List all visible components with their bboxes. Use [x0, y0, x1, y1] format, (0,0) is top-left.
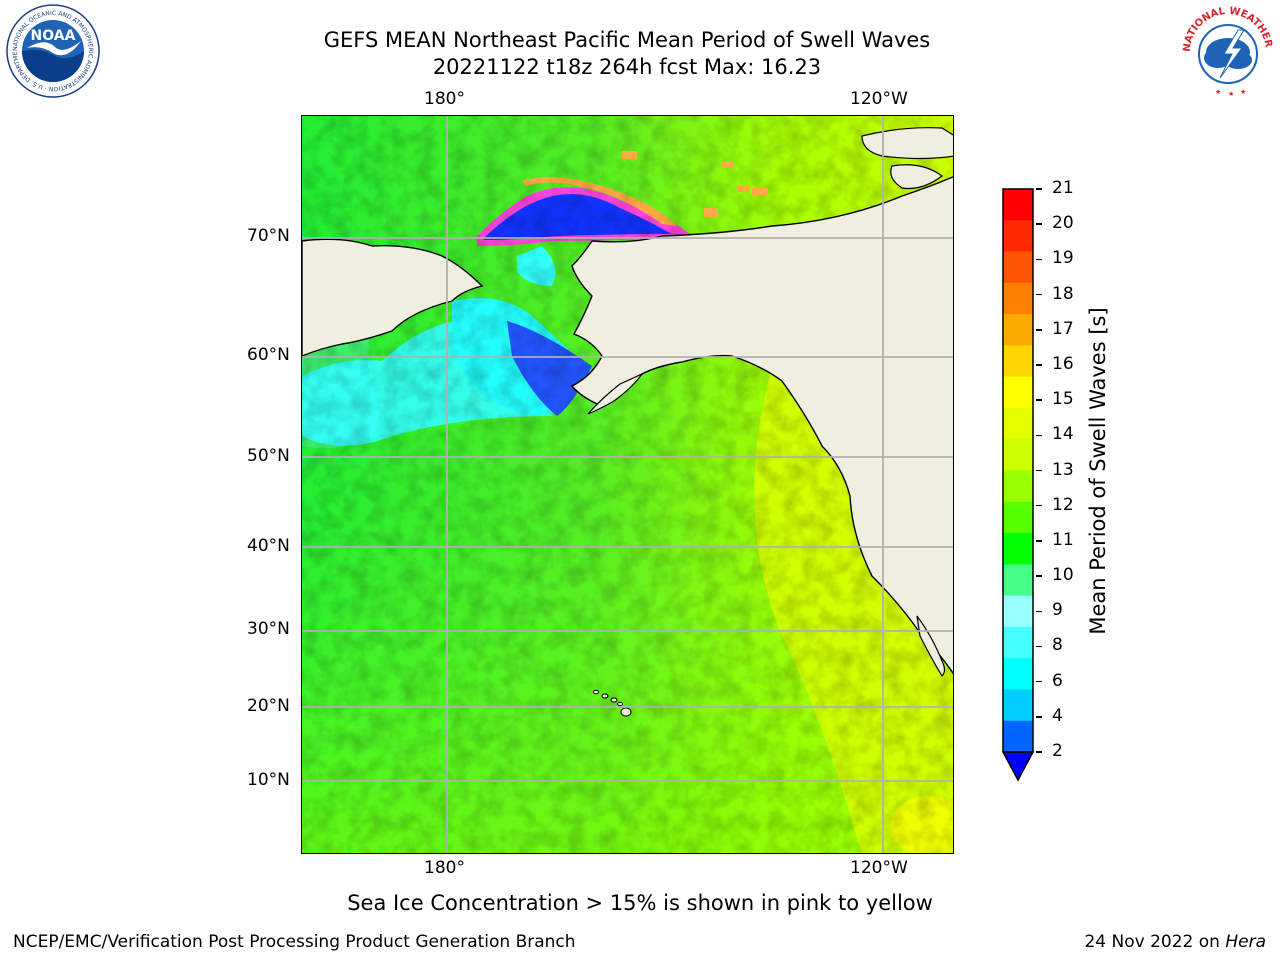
colorbar-tick-mark [1036, 469, 1042, 472]
colorbar-tick-mark [1036, 575, 1042, 577]
colorbar-tick-mark [1036, 645, 1042, 648]
footer-date-text: 24 Nov 2022 on [1084, 932, 1226, 952]
colorbar-segment [1003, 564, 1033, 597]
colorbar-tick-mark [1036, 293, 1042, 296]
noaa-logo: NATIONAL OCEANIC AND ATMOSPHERIC ADMINIS… [3, 3, 100, 98]
colorbar-segment [1003, 626, 1033, 659]
colorbar-tick-label: 20 [1052, 213, 1074, 234]
colorbar-tick-label: 19 [1052, 248, 1074, 269]
lon-label-180-bottom: 180° [424, 858, 465, 878]
land-siberia [302, 238, 484, 357]
lon-label-120w-top: 120°W [850, 89, 908, 109]
graticule [302, 116, 953, 853]
lon-label-120w-bottom: 120°W [850, 858, 908, 878]
svg-text:★: ★ [1215, 88, 1221, 96]
colorbar-tick-mark [1036, 751, 1042, 753]
nws-logo: NATIONAL WEATHER SERVICE ★ ★ ★ [1178, 2, 1275, 99]
colorbar-tick-mark [1036, 716, 1042, 718]
colorbar-tick-mark [1036, 329, 1042, 331]
colorbar-tick-mark [1036, 434, 1042, 437]
colorbar-segment [1003, 720, 1033, 753]
colorbar-tick-label: 8 [1052, 635, 1063, 656]
colorbar-tick-label: 11 [1052, 529, 1074, 550]
svg-text:★: ★ [1240, 88, 1246, 96]
colorbar-tick-mark [1036, 540, 1042, 542]
lat-label-60n: 60°N [247, 345, 290, 365]
colorbar-tick-label: 16 [1052, 353, 1074, 374]
colorbar-segment [1003, 407, 1033, 440]
colorbar-outline [1002, 188, 1034, 753]
colorbar-tick-mark [1036, 610, 1042, 612]
colorbar-segment [1003, 251, 1033, 284]
colorbar [1001, 188, 1035, 782]
colorbar-segment [1003, 595, 1033, 628]
colorbar-tick-label: 6 [1052, 670, 1063, 691]
land-north-america [570, 176, 953, 675]
lat-label-50n: 50°N [247, 446, 290, 466]
colorbar-segment [1003, 470, 1033, 503]
colorbar-segment [1003, 220, 1033, 253]
colorbar-tick-label: 2 [1052, 741, 1063, 761]
colorbar-extend-arrow [1001, 751, 1035, 782]
footer-machine: Hera [1225, 932, 1266, 952]
colorbar-tick-mark [1036, 399, 1042, 401]
colorbar-segment [1003, 533, 1033, 565]
colorbar-tick-label: 18 [1052, 283, 1074, 304]
noaa-text: NOAA [31, 28, 76, 44]
colorbar-segment [1003, 439, 1033, 471]
lat-label-30n: 30°N [247, 619, 290, 639]
lat-label-40n: 40°N [247, 536, 290, 556]
hawaii-islands [593, 689, 632, 717]
colorbar-tick-label: 17 [1052, 318, 1074, 339]
colorbar-tick-mark [1036, 504, 1042, 507]
colorbar-tick-label: 21 [1052, 178, 1074, 198]
lat-label-70n: 70°N [247, 226, 290, 246]
map-panel [301, 115, 954, 854]
svg-text:★: ★ [1228, 90, 1234, 98]
map-subtitle: 20221122 t18z 264h fcst Max: 16.23 [432, 55, 822, 79]
colorbar-tick-mark [1036, 258, 1042, 261]
colorbar-segment [1003, 314, 1033, 346]
colorbar-tick-label: 14 [1052, 424, 1074, 445]
colorbar-tick-mark [1036, 188, 1042, 190]
lat-label-10n: 10°N [247, 770, 290, 790]
colorbar-tick-label: 15 [1052, 389, 1074, 410]
colorbar-segment [1003, 189, 1033, 221]
swell-period-field [302, 116, 953, 853]
map-title: GEFS MEAN Northeast Pacific Mean Period … [323, 28, 931, 52]
colorbar-segment [1003, 345, 1033, 378]
footer-credit: NCEP/EMC/Verification Post Processing Pr… [13, 932, 576, 952]
footer-date: 24 Nov 2022 on Hera [1084, 932, 1266, 952]
colorbar-segment [1003, 282, 1033, 315]
colorbar-segment [1003, 658, 1033, 690]
sea-ice-note: Sea Ice Concentration > 15% is shown in … [347, 891, 933, 915]
colorbar-tick-mark [1036, 680, 1042, 683]
colorbar-label: Mean Period of Swell Waves [s] [1086, 307, 1110, 635]
colorbar-segment [1003, 501, 1033, 534]
colorbar-segment [1003, 376, 1033, 409]
colorbar-segment [1003, 689, 1033, 722]
colorbar-tick-label: 10 [1052, 565, 1074, 586]
colorbar-tick-label: 9 [1052, 600, 1063, 621]
colorbar-tick-mark [1036, 364, 1042, 366]
lat-label-20n: 20°N [247, 696, 290, 716]
colorbar-tick-label: 12 [1052, 494, 1074, 515]
lon-label-180-top: 180° [424, 89, 465, 109]
colorbar-tick-mark [1036, 223, 1042, 225]
colorbar-tick-label: 13 [1052, 459, 1074, 480]
colorbar-tick-label: 4 [1052, 705, 1063, 726]
